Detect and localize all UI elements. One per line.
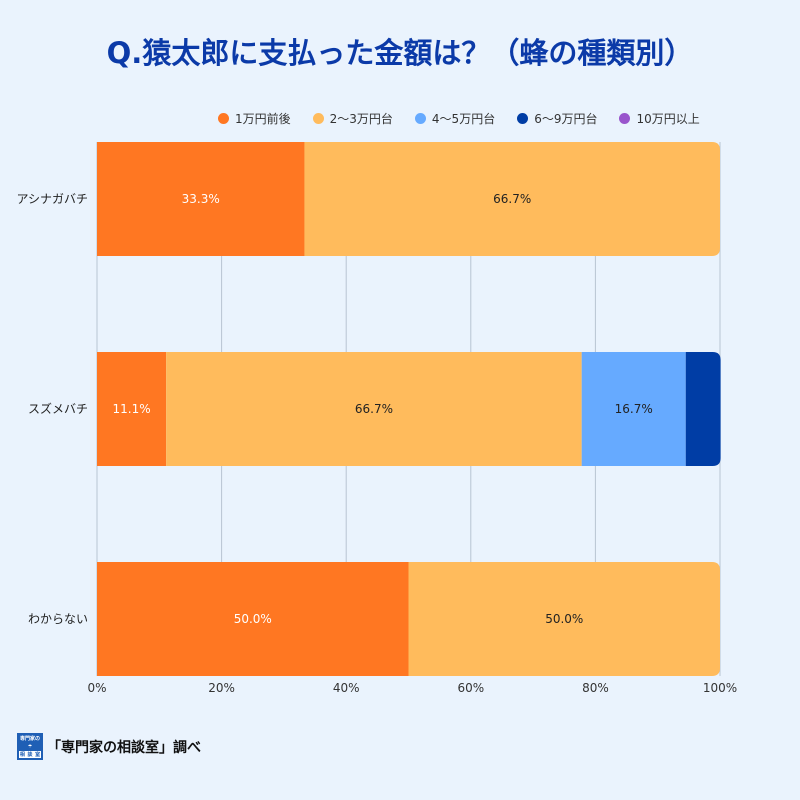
legend-label: 1万円前後 [235, 112, 291, 126]
data-label: 16.7% [615, 402, 653, 416]
legend-label: 2〜3万円台 [329, 112, 393, 126]
data-label: 50.0% [234, 612, 272, 626]
legend-label: 10万円以上 [636, 112, 700, 126]
bar-segment [97, 562, 409, 676]
legend-item[interactable]: 10万円以上 [619, 110, 700, 127]
data-label: 11.1% [113, 402, 151, 416]
legend-label: 6〜9万円台 [534, 112, 598, 126]
source-credit: 「専門家の相談室」調べ [47, 739, 201, 756]
bar-segment [304, 142, 720, 256]
legend-marker [517, 113, 529, 124]
x-tick-label: 20% [208, 681, 235, 695]
x-tick-label: 80% [582, 681, 609, 695]
legend-marker [312, 113, 324, 124]
legend-marker [218, 113, 229, 124]
legend: 1万円前後 2〜3万円台 4〜5万円台 6〜9万円台 10万円以上 [218, 110, 700, 127]
legend-label: 4〜5万円台 [431, 112, 496, 126]
category-label: わからない [28, 612, 88, 626]
site-logo: 専門家の ☂ 相談室 [17, 733, 43, 760]
chart-title: Q.猿太郎に支払った金額は？（蜂の種類別） [106, 36, 694, 70]
bar-segment [408, 562, 720, 676]
legend-item[interactable]: 2〜3万円台 [312, 110, 393, 127]
bar-segment [581, 352, 686, 466]
data-label: 33.3% [182, 192, 220, 206]
legend-marker [414, 113, 426, 124]
category-label: スズメバチ [28, 401, 88, 416]
x-tick-label: 100% [703, 681, 737, 695]
legend-item[interactable]: 4〜5万円台 [414, 110, 496, 127]
x-tick-label: 0% [87, 681, 106, 695]
bar-segment [97, 352, 167, 466]
x-tick-label: 60% [457, 681, 484, 695]
legend-item[interactable]: 1万円前後 [218, 110, 291, 127]
footer: 専門家の ☂ 相談室 「専門家の相談室」調べ [17, 733, 201, 760]
legend-marker [619, 113, 631, 124]
bar-segment [166, 352, 582, 466]
x-tick-label: 40% [333, 681, 360, 695]
bar-segment [97, 142, 305, 256]
bar-segment [685, 352, 721, 466]
data-label: 66.7% [493, 192, 531, 206]
category-label: アシナガバチ [16, 192, 88, 206]
data-label: 50.0% [545, 612, 583, 626]
legend-item[interactable]: 6〜9万円台 [517, 110, 597, 127]
data-label: 66.7% [355, 402, 393, 416]
